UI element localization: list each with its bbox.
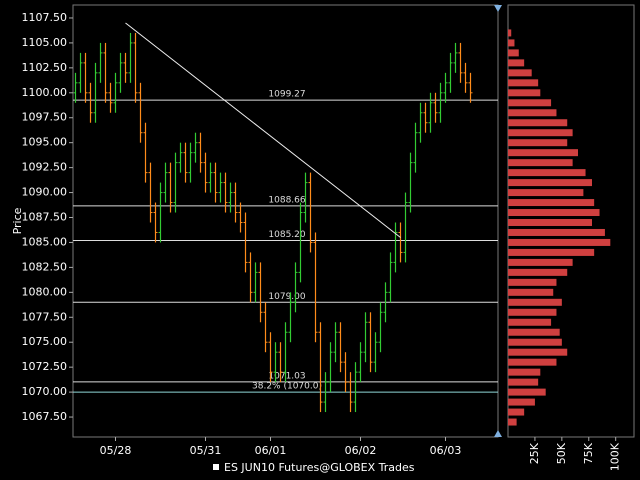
volume-bar: [508, 358, 557, 366]
volume-bar: [508, 348, 568, 356]
y-tick-label: 1090.00: [22, 186, 68, 199]
x-tick-label: 05/28: [100, 444, 132, 457]
volume-bar: [508, 398, 535, 406]
y-tick-label: 1107.50: [22, 11, 68, 24]
y-tick-label: 1100.00: [22, 86, 68, 99]
volume-bar: [508, 179, 592, 187]
volume-bar: [508, 189, 584, 197]
volume-bar: [508, 408, 525, 416]
x-tick-label: 06/03: [430, 444, 462, 457]
volume-bar: [508, 159, 573, 167]
x-tick-label: 75K: [582, 442, 595, 464]
x-tick-label: 06/02: [345, 444, 377, 457]
y-tick-label: 1075.00: [22, 335, 68, 348]
volume-bar: [508, 69, 532, 77]
volume-bar: [508, 288, 554, 296]
volume-bar: [508, 119, 568, 127]
y-tick-label: 1070.00: [22, 385, 68, 398]
level-label: 1099.27: [268, 90, 305, 100]
volume-bar: [508, 248, 595, 256]
legend-marker: [213, 464, 219, 470]
volume-bar: [508, 388, 546, 396]
volume-bar: [508, 59, 525, 67]
x-tick-label: 50K: [555, 442, 568, 464]
x-tick-label: 25K: [528, 442, 541, 464]
volume-bar: [508, 139, 568, 147]
volume-bar: [508, 219, 592, 226]
x-tick-label: 05/31: [190, 444, 222, 457]
volume-bar: [508, 209, 600, 217]
volume-bar: [508, 328, 560, 336]
volume-bar: [508, 149, 578, 157]
y-tick-label: 1067.50: [22, 410, 68, 423]
volume-bar: [508, 79, 539, 87]
volume-bar: [508, 378, 539, 386]
volume-bar: [508, 129, 573, 137]
y-tick-label: 1095.00: [22, 136, 68, 149]
level-label: 1088.66: [268, 195, 305, 205]
y-tick-label: 1072.50: [22, 360, 68, 373]
volume-bar: [508, 228, 605, 236]
y-tick-label: 1087.50: [22, 211, 68, 224]
volume-bar: [508, 258, 573, 266]
volume-bar: [508, 49, 519, 57]
y-tick-label: 1105.00: [22, 36, 68, 49]
y-tick-label: 1102.50: [22, 61, 68, 74]
volume-bar: [508, 298, 562, 306]
volume-bar: [508, 308, 557, 316]
volume-bar: [508, 39, 515, 47]
level-label: 1079.00: [268, 292, 305, 302]
y-tick-label: 1092.50: [22, 161, 68, 174]
volume-bar: [508, 89, 541, 97]
y-tick-label: 1097.50: [22, 111, 68, 124]
x-tick-label: 100K: [609, 442, 622, 471]
scroll-marker[interactable]: [494, 5, 502, 12]
volume-bar: [508, 199, 595, 207]
level-label: 38.2% (1070.0): [252, 382, 322, 392]
volume-bar: [508, 169, 586, 177]
y-tick-label: 1077.50: [22, 310, 68, 323]
volume-bar: [508, 109, 557, 117]
level-label: 1085.20: [268, 230, 305, 240]
volume-bar: [508, 99, 552, 107]
y-tick-label: 1085.00: [22, 235, 68, 248]
volume-bar: [508, 418, 517, 426]
y-axis-title: Price: [11, 207, 24, 234]
y-tick-label: 1082.50: [22, 260, 68, 273]
volume-bar: [508, 338, 562, 346]
scroll-marker[interactable]: [494, 430, 502, 437]
volume-bar: [508, 268, 568, 276]
volume-bar: [508, 368, 541, 376]
legend-label: ES JUN10 Futures@GLOBEX Trades: [224, 461, 415, 474]
y-tick-label: 1080.00: [22, 285, 68, 298]
x-tick-label: 06/01: [255, 444, 287, 457]
level-label: 1071.03: [268, 371, 305, 381]
volume-bar: [508, 238, 611, 246]
plot-frame: [72, 4, 499, 438]
volume-bar: [508, 29, 512, 37]
volume-bar: [508, 278, 557, 286]
volume-bar: [508, 318, 552, 326]
trendline: [125, 22, 401, 238]
